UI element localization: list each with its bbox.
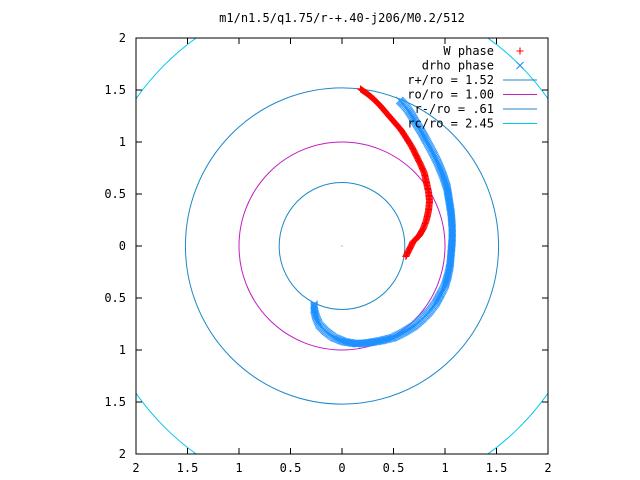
drho-phase-point [310, 304, 319, 312]
x-tick-label: 1.5 [177, 461, 199, 475]
circle-series-1 [238, 141, 446, 351]
chart-title: m1/n1.5/q1.75/r-+.40-j206/M0.2/512 [219, 11, 465, 25]
w-phase-point [402, 252, 410, 260]
legend-label: r-/ro = .61 [415, 102, 494, 116]
y-tick-label: 0.5 [104, 291, 126, 305]
circle-series-3 [136, 38, 548, 454]
legend-label: r+/ro = 1.52 [407, 73, 494, 87]
y-tick-label: 1.5 [104, 395, 126, 409]
plot-area [136, 38, 548, 454]
x-tick-label: 1.5 [486, 461, 508, 475]
legend-label: drho phase [422, 59, 494, 73]
w-phase-markers [357, 85, 434, 260]
legend-label: W phase [443, 44, 494, 58]
x-tick-label: 0.5 [280, 461, 302, 475]
y-tick-label: 1 [119, 343, 126, 357]
x-tick-label: 2 [132, 461, 139, 475]
y-tick-label: 1.5 [104, 83, 126, 97]
x-tick-label: 0 [338, 461, 345, 475]
legend-label: ro/ro = 1.00 [407, 88, 494, 102]
legend-marker-sample [516, 61, 524, 70]
legend-marker-sample [516, 47, 524, 55]
drho-phase-point [310, 302, 319, 311]
circle-series-0 [184, 87, 500, 405]
y-tick-label: 2 [119, 447, 126, 461]
x-tick-label: 1 [235, 461, 242, 475]
x-tick-label: 0.5 [383, 461, 405, 475]
circle-series-2 [278, 182, 406, 310]
axis-ticks: 2 1.5 1 0.5 0 0.5 1 1.5 221.510.500.511.52 [104, 31, 551, 475]
w-phase-point [402, 251, 410, 259]
y-tick-label: 2 [119, 31, 126, 45]
x-tick-label: 1 [441, 461, 448, 475]
y-tick-label: 0.5 [104, 187, 126, 201]
drho-phase-point [310, 300, 319, 309]
origin-dot [341, 245, 343, 247]
x-tick-label: 2 [544, 461, 551, 475]
legend-label: rc/ro = 2.45 [407, 117, 494, 131]
y-tick-label: 1 [119, 135, 126, 149]
y-tick-label: 0 [119, 239, 126, 253]
drho-phase-markers [310, 96, 457, 348]
drho-phase-point [310, 301, 319, 310]
